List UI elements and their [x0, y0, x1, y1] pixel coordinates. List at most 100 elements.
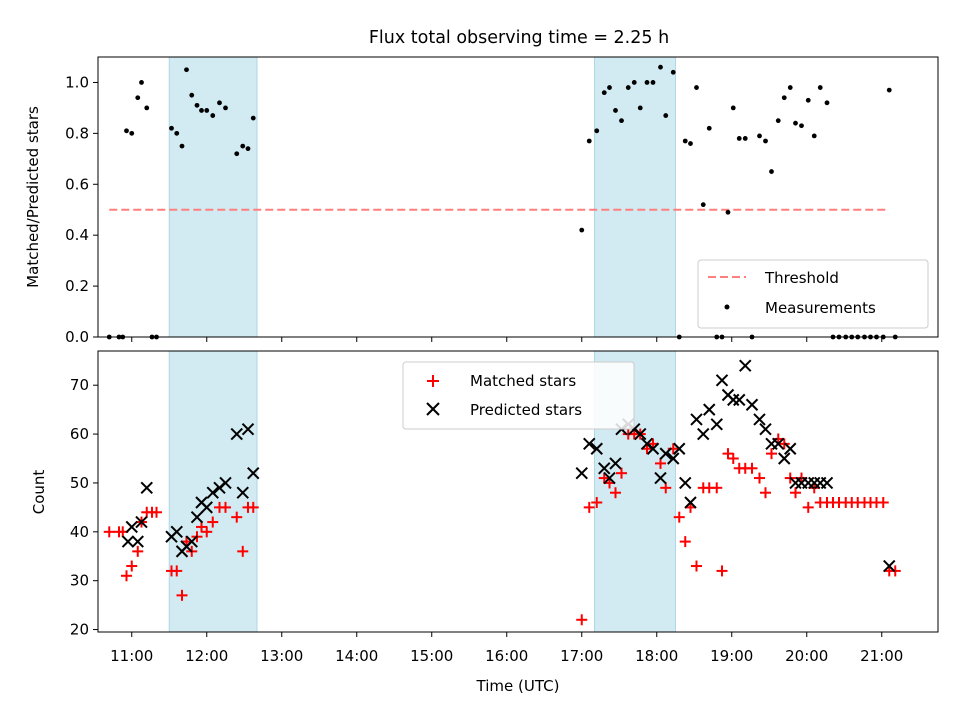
bottom-y-ticks: 20 30 40 50 60 70 — [70, 376, 98, 639]
predicted-marker-b — [654, 471, 667, 485]
xtick-label: 11:00 — [110, 647, 153, 665]
matched-star-marker — [746, 462, 758, 474]
predicted-star-marker — [753, 413, 766, 426]
predicted-marker-b — [590, 442, 603, 455]
bottom-legend: Matched stars Predicted stars — [402, 361, 635, 430]
top-ytick-label: 1.0 — [65, 73, 89, 91]
measurement-point — [725, 209, 731, 215]
xtick-label: 16:00 — [485, 647, 528, 665]
measurement-point — [736, 136, 742, 141]
bottom-ytick-label: 30 — [70, 572, 89, 590]
top-ytick-label: 0.4 — [65, 226, 89, 244]
predicted-marker-b — [684, 496, 697, 509]
matched-star-marker — [220, 501, 231, 513]
measurement-point — [650, 80, 656, 85]
predicted-star-marker — [784, 442, 797, 455]
predicted-star-marker — [789, 476, 802, 490]
measurement-point — [742, 136, 748, 141]
predicted-star-marker — [739, 359, 752, 372]
measurement-point — [688, 141, 693, 146]
bottom-axes-frame — [97, 350, 939, 633]
predicted-marker-b — [598, 462, 611, 475]
matched-star-marker — [598, 472, 610, 484]
predicted-marker-b — [230, 427, 243, 441]
measurement-point — [811, 133, 817, 139]
measurement-point — [775, 118, 781, 124]
predicted-marker-b — [733, 393, 746, 407]
measurement-point — [234, 151, 240, 157]
predicted-star-marker — [170, 525, 183, 539]
measurement-point — [817, 85, 823, 90]
predicted-marker-b — [140, 481, 153, 495]
predicted-star-marker — [247, 466, 260, 480]
matched-star-marker — [132, 545, 144, 557]
measurement-point — [700, 202, 706, 208]
measurement-point — [189, 92, 195, 98]
top-legend: Threshold Measurements — [697, 259, 929, 329]
predicted-star-marker — [667, 452, 680, 465]
measurement-point — [179, 143, 185, 149]
bottom-ytick-label: 70 — [70, 376, 89, 394]
measurement-point — [658, 64, 663, 70]
predicted-marker-b — [206, 486, 219, 499]
predicted-star-marker — [646, 442, 660, 455]
predicted-marker-b — [219, 476, 232, 490]
bottom-x-ticks: 11:00 12:00 13:00 14:00 15:00 16:00 17:00 18:00… — [110, 632, 903, 665]
measurement-point — [682, 138, 688, 144]
measurement-point — [184, 67, 189, 73]
matched-star-marker — [126, 560, 138, 572]
predicted-star-marker — [772, 437, 785, 451]
legend-matched-swatch — [427, 375, 439, 387]
matched-star-marker — [691, 560, 702, 572]
predicted-star-marker — [575, 466, 588, 480]
legend-threshold-label: Threshold — [764, 269, 839, 287]
measurement-point — [579, 227, 585, 233]
measurement-point — [619, 118, 624, 124]
predicted-star-marker — [236, 486, 249, 499]
measurement-point — [594, 128, 600, 134]
predicted-star-marker — [673, 442, 686, 455]
bottom-ytick-label: 40 — [70, 523, 89, 541]
bottom-ytick-label: 50 — [70, 474, 89, 492]
top-ytick-label: 0.2 — [65, 277, 89, 295]
predicted-star-marker — [715, 374, 729, 387]
measurement-point — [769, 169, 774, 174]
measurement-point — [607, 85, 612, 90]
matched-star-marker — [583, 501, 595, 513]
predicted-star-marker — [690, 413, 703, 426]
predicted-star-marker — [654, 471, 667, 485]
predicted-marker-b — [190, 510, 204, 524]
measurement-point — [139, 80, 144, 85]
predicted-marker-b — [609, 457, 622, 470]
predicted-star-marker — [241, 422, 255, 436]
predicted-marker-b — [121, 535, 135, 548]
top-ytick-label: 0.6 — [65, 175, 89, 193]
predicted-star-marker — [684, 496, 697, 509]
top-legend-box — [697, 259, 929, 329]
predicted-marker-b — [784, 442, 797, 455]
measurement-point — [199, 108, 204, 113]
xtick-label: 20:00 — [785, 647, 828, 665]
predicted-star-marker — [820, 476, 834, 490]
predicted-star-marker — [710, 418, 723, 431]
matched-star-marker — [711, 482, 723, 494]
measurement-point — [781, 95, 787, 101]
matched-star-marker — [655, 457, 666, 469]
matched-star-marker — [673, 511, 685, 523]
measurement-point — [787, 85, 793, 90]
measurement-point — [631, 80, 637, 85]
xtick-label: 15:00 — [410, 647, 453, 665]
top-ytick-label: 0.0 — [65, 328, 89, 346]
measurement-point — [194, 102, 200, 108]
measurement-point — [144, 105, 150, 111]
predicted-star-marker — [583, 437, 596, 451]
matched-star-marker — [103, 526, 115, 538]
top-x-ticks — [131, 337, 883, 342]
measurement-point — [204, 108, 210, 113]
predicted-star-marker — [733, 393, 746, 407]
predicted-marker-b — [247, 466, 260, 480]
predicted-star-marker — [200, 501, 213, 514]
xtick-label: 12:00 — [185, 647, 228, 665]
predicted-star-marker — [219, 476, 232, 490]
